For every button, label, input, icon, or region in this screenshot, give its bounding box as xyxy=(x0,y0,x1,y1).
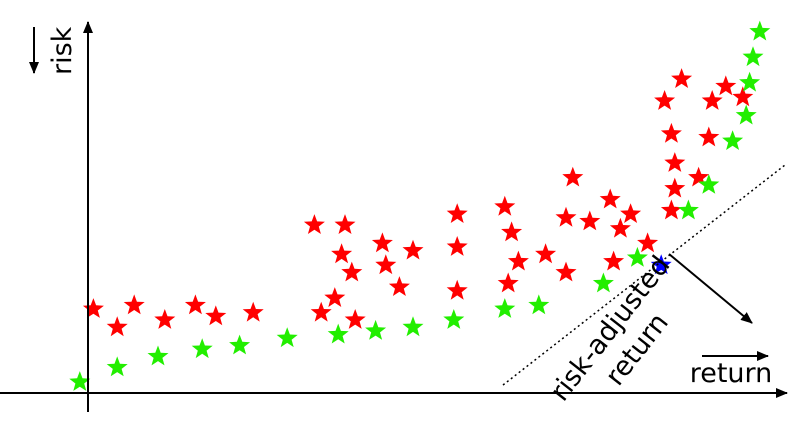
dominated-point-star-icon xyxy=(371,232,393,253)
dominated-point-star-icon xyxy=(555,206,577,227)
points-layer xyxy=(69,20,771,391)
dominated-point-star-icon xyxy=(388,276,410,296)
dominated-point-star-icon xyxy=(579,210,601,231)
dominated-point-star-icon xyxy=(507,250,529,271)
frontier-point-star-icon xyxy=(365,319,387,340)
frontier-point-star-icon xyxy=(698,174,720,194)
dominated-point-star-icon xyxy=(331,243,353,264)
return-label: return xyxy=(690,358,773,389)
frontier-point-star-icon xyxy=(626,246,648,267)
dominated-point-star-icon xyxy=(242,301,264,322)
frontier-point-star-icon xyxy=(443,309,465,329)
frontier-point-star-icon xyxy=(749,20,771,41)
dominated-point-star-icon xyxy=(123,294,145,315)
dominated-point-star-icon xyxy=(497,272,519,293)
dominated-point-star-icon xyxy=(402,239,424,260)
dominated-point-star-icon xyxy=(688,166,710,187)
dominated-point-star-icon xyxy=(715,75,737,96)
dominated-point-star-icon xyxy=(446,279,468,300)
dominated-point-star-icon xyxy=(205,305,227,326)
dominated-point-star-icon xyxy=(732,86,754,107)
dominated-point-star-icon xyxy=(324,287,346,307)
frontier-point-star-icon xyxy=(494,298,516,318)
dominated-point-star-icon xyxy=(446,236,468,256)
dominated-point-star-icon xyxy=(344,309,366,329)
dominated-point-star-icon xyxy=(562,166,584,187)
normal-arrow-icon xyxy=(668,253,753,324)
dominated-point-star-icon xyxy=(599,188,621,209)
dominated-point-star-icon xyxy=(494,195,516,216)
dominated-point-star-icon xyxy=(303,214,325,234)
dominated-point-star-icon xyxy=(375,254,397,275)
dominated-point-star-icon xyxy=(501,221,523,242)
dominated-point-star-icon xyxy=(184,294,206,315)
dominated-point-star-icon xyxy=(637,232,659,253)
frontier-point-star-icon xyxy=(735,104,757,125)
dominated-point-star-icon xyxy=(334,214,356,234)
dominated-point-star-icon xyxy=(660,199,682,220)
frontier-point-star-icon xyxy=(147,345,169,366)
dominated-point-star-icon xyxy=(154,309,176,329)
dominated-point-star-icon xyxy=(82,298,104,318)
frontier-point-star-icon xyxy=(327,323,349,344)
frontier-point-star-icon xyxy=(69,371,91,391)
dominated-point-star-icon xyxy=(106,316,128,337)
frontier-point-star-icon xyxy=(191,338,213,359)
dominated-point-star-icon xyxy=(660,122,682,143)
frontier-point-star-icon xyxy=(229,334,251,355)
dominated-point-star-icon xyxy=(664,177,686,198)
frontier-point-star-icon xyxy=(739,71,761,92)
dominated-point-star-icon xyxy=(535,243,557,264)
dominated-point-star-icon xyxy=(701,90,723,110)
dominated-point-star-icon xyxy=(446,203,468,223)
dominated-point-star-icon xyxy=(664,152,686,172)
frontier-point-star-icon xyxy=(677,199,699,220)
dominated-point-star-icon xyxy=(654,90,676,110)
selected-point-star-icon xyxy=(650,254,672,275)
frontier-point-star-icon xyxy=(106,356,128,377)
dominated-point-star-icon xyxy=(671,68,693,88)
dominated-point-star-icon xyxy=(620,203,642,223)
dominated-point-star-icon xyxy=(310,301,332,322)
frontier-point-star-icon xyxy=(722,130,744,150)
dominated-point-star-icon xyxy=(698,126,720,147)
dominated-point-star-icon xyxy=(609,217,631,238)
frontier-point-star-icon xyxy=(276,327,298,348)
frontier-point-star-icon xyxy=(742,46,764,67)
frontier-point-star-icon xyxy=(592,272,614,293)
risk-label: risk xyxy=(47,26,78,75)
dominated-point-star-icon xyxy=(603,250,625,271)
frontier-point-star-icon xyxy=(528,294,550,315)
dominated-point-star-icon xyxy=(341,261,363,282)
frontier-point-star-icon xyxy=(402,316,424,337)
dominated-point-star-icon xyxy=(555,261,577,282)
